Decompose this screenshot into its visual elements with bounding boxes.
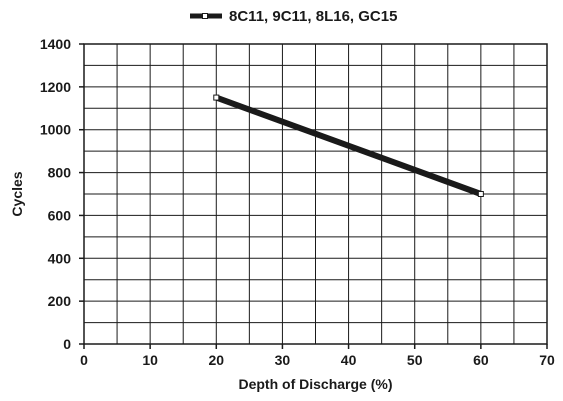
legend: 8C11, 9C11, 8L16, GC15 (190, 8, 397, 25)
y-tick-label: 1400 (40, 36, 71, 52)
legend-label: 8C11, 9C11, 8L16, GC15 (229, 8, 397, 25)
y-tick-label: 1200 (40, 79, 71, 95)
y-tick-label: 800 (48, 165, 72, 181)
x-tick-label: 40 (341, 352, 357, 368)
x-tick-label: 10 (142, 352, 158, 368)
x-tick-label: 60 (473, 352, 489, 368)
y-tick-label: 400 (48, 250, 72, 266)
y-tick-label: 0 (63, 336, 71, 352)
legend-marker-swatch (202, 13, 208, 19)
plot-frame (83, 43, 548, 345)
plot-series (213, 94, 484, 197)
series-line (215, 94, 482, 197)
data-point-marker (213, 94, 220, 101)
y-tick-label: 600 (48, 207, 72, 223)
x-tick-label: 0 (80, 352, 88, 368)
x-tick-label: 70 (539, 352, 555, 368)
x-tick-label: 50 (407, 352, 423, 368)
grid (84, 44, 547, 344)
y-axis-ticks: 0 200 400 600 800 1000 1200 1400 (40, 36, 84, 352)
x-tick-label: 30 (275, 352, 291, 368)
y-tick-label: 1000 (40, 122, 71, 138)
y-tick-label: 200 (48, 293, 72, 309)
x-axis-ticks: 0 10 20 30 40 50 60 70 (80, 344, 555, 368)
x-axis-title: Depth of Discharge (%) (238, 376, 392, 392)
y-axis-title: Cycles (9, 171, 25, 216)
data-point-marker (477, 191, 484, 197)
x-tick-label: 20 (208, 352, 224, 368)
